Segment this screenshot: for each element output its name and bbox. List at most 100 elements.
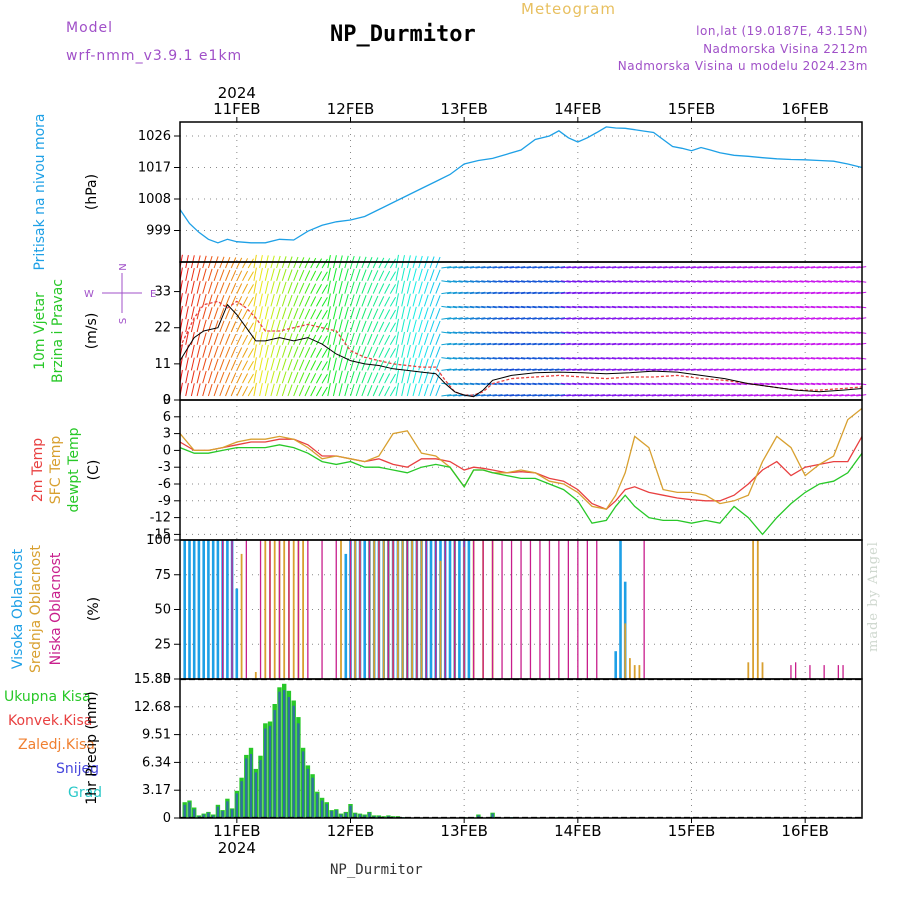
cloud-mid-bar [756,540,759,679]
compass-e: E [150,289,156,300]
cloud-low-bar [378,540,380,679]
precip-freezing-title: Zaledj.Kisa [18,737,95,753]
precip-snow-bar [292,705,295,818]
wind-gust-line [179,300,863,396]
x-top-label: 16FEB [781,100,828,118]
precip-snow-bar [358,814,362,818]
precip-snow-bar [240,781,243,818]
cloud-high-bar [192,540,196,679]
cloud-mid-bar [283,540,286,679]
chart-title: NP_Durmitor [330,22,476,47]
cloud-tick-label: 0 [163,672,171,687]
panel-frame [179,121,863,263]
x-top-label: 13FEB [440,100,487,118]
cloud-high-bar [202,540,205,679]
cloud-mid-bar [439,560,442,679]
cloud-low-bar [297,540,300,679]
cloud-low-bar [335,540,337,679]
precip-snow-bar [264,728,267,818]
panel-frame [179,678,863,819]
cloud-low-axis-title: Niska Oblacnost [48,552,64,665]
cloud-low-bar [842,665,844,679]
model-label: Model [66,20,114,36]
precip-snow-bar [354,813,357,818]
precip-snow-bar [183,804,186,818]
cloud-mid-axis-title: Srednja Oblacnost [28,545,44,673]
model-elevation-label: Nadmorska Visina u modelu 2024.23m [617,59,868,73]
footer-station: NP_Durmitor [330,862,423,878]
cloud-mid-bar [382,540,385,679]
precip-snow-bar [316,793,319,818]
cloud-low-bar [596,540,598,679]
cloud-low-bar [269,540,271,679]
cloud-tick-label: 100 [146,533,171,548]
precip-snow-bar [339,814,343,818]
elevation-label: Nadmorska Visina 2212m [703,42,868,56]
x-bottom-label: 14FEB [554,822,601,840]
precip-snow-bar [193,809,196,818]
cloud-low-bar [501,540,503,679]
cloud-low-bar [529,540,532,679]
x-bottom-label: 12FEB [327,822,374,840]
pressure-tick-label: 1017 [138,161,171,176]
temp-sfc-line [179,407,863,510]
cloud-low-bar [823,665,825,679]
cloud-mid-bar [340,540,342,679]
compass-s: S [118,318,129,324]
cloud-low-bar [307,540,309,679]
cloud-high-bar [216,540,220,679]
cloud-low-bar [510,540,513,679]
precip-snow-bar [477,815,480,818]
precip-axis-unit: 1hr Precip (mm) [84,691,100,804]
cloud-low-bar [463,540,465,679]
cloud-low-bar [790,665,792,679]
x-top-label: 15FEB [668,100,715,118]
precip-snow-bar [268,725,272,818]
cloud-high-bar [344,553,348,679]
precip-snow-bar [297,723,300,818]
cloud-low-bar [387,540,389,679]
cloud-high-bar [211,540,215,679]
cloud-tick-label: 25 [154,637,171,652]
cloud-mid-bar [373,540,376,679]
cloud-low-bar [520,540,522,679]
precip-snow-bar [226,801,229,818]
precip-snow-bar [344,812,347,818]
cloud-axis-unit: (%) [86,597,102,621]
precip-snow-bar [349,805,352,818]
cloud-low-bar [809,665,811,679]
cloud-low-bar [795,662,797,679]
pressure-line [179,126,863,244]
precip-snow-bar [273,710,276,818]
cloud-low-bar [643,540,645,679]
precip-tick-label: 6.34 [142,755,171,770]
temp-tick-label: -12 [150,511,171,526]
cloud-low-bar [454,540,456,679]
pressure-tick-label: 1008 [138,192,171,207]
wind-mean-line [179,303,863,398]
x-top-label: 12FEB [327,100,374,118]
pressure-tick-label: 999 [146,224,171,239]
cloud-low-bar [359,540,361,679]
temp-tick-label: -9 [158,494,171,509]
cloud-mid-bar [420,540,423,679]
precip-hail-title: Grad [68,785,102,801]
temp-tick-label: 9 [163,393,171,408]
wind-axis-unit: (m/s) [84,313,100,350]
cloud-tick-label: 75 [154,568,171,583]
model-name: wrf-nmm_v3.9.1 e1km [66,48,243,64]
temp-dewpt-axis-title: dewpt Temp [66,427,82,512]
cloud-mid-bar [273,540,276,679]
cloud-low-bar [567,540,569,679]
cloud-low-bar [222,540,224,679]
precip-tick-label: 3.17 [142,783,171,798]
precip-snow-bar [368,812,371,818]
x-bottom-label: 16FEB [781,822,828,840]
precip-snow-bar [249,754,253,818]
precip-snow-bar [283,690,286,818]
cloud-high-axis-title: Visoka Oblacnost [10,548,26,669]
temp-tick-label: 3 [163,427,171,442]
cloud-low-bar [482,540,484,679]
temp-2m-axis-title: 2m Temp [30,438,46,502]
precip-snow-bar [325,804,328,818]
